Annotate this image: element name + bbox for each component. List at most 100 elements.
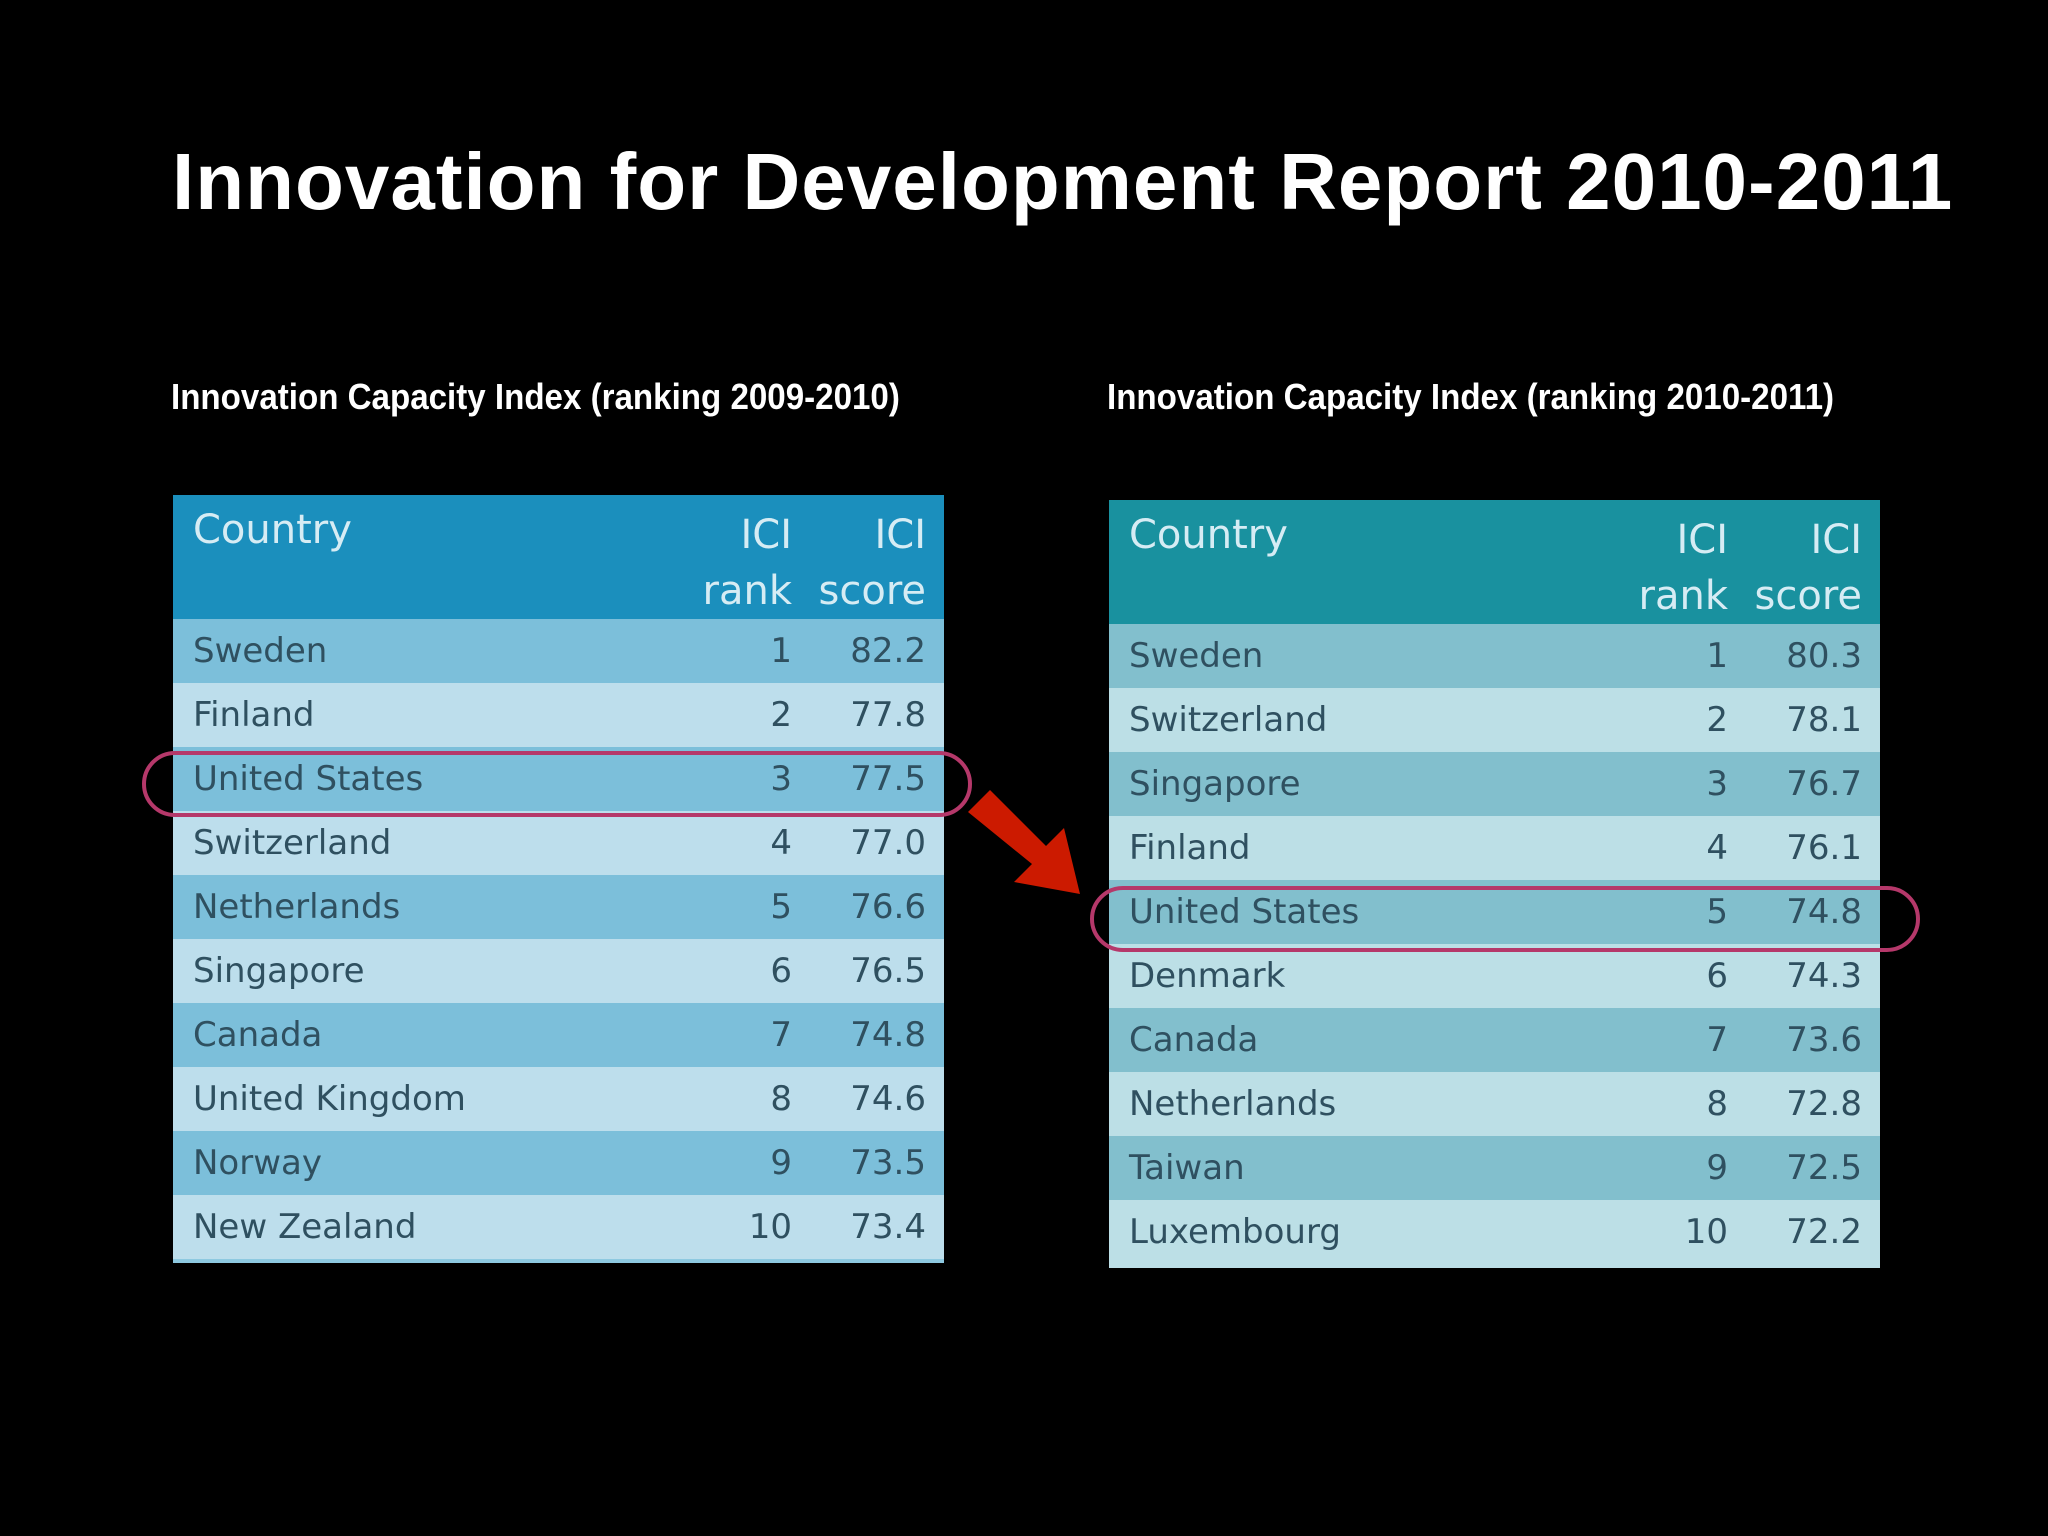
- cell-rank: 7: [770, 1015, 792, 1055]
- cell-score: 73.6: [1786, 1020, 1862, 1060]
- cell-country: United Kingdom: [193, 1079, 466, 1119]
- table-row: Sweden 1 82.2: [173, 619, 944, 683]
- cell-country: United States: [1129, 892, 1360, 932]
- cell-score: 72.5: [1786, 1148, 1862, 1188]
- cell-rank: 10: [1684, 1212, 1728, 1252]
- header-country: Country: [1129, 512, 1288, 558]
- cell-rank: 7: [1706, 1020, 1728, 1060]
- cell-rank: 3: [770, 759, 792, 799]
- cell-rank: 2: [770, 695, 792, 735]
- cell-score: 76.1: [1786, 828, 1862, 868]
- left-table-caption: Innovation Capacity Index (ranking 2009-…: [171, 376, 900, 417]
- table-body: Sweden 1 80.3 Switzerland 2 78.1 Singapore 3 7…: [1109, 624, 1880, 1268]
- table-row: Taiwan 9 72.5: [1109, 1136, 1880, 1200]
- cell-country: Switzerland: [1129, 700, 1328, 740]
- table-row: Netherlands 8 72.8: [1109, 1072, 1880, 1136]
- table-row: Singapore 6 76.5: [173, 939, 944, 1003]
- cell-rank: 9: [1706, 1148, 1728, 1188]
- table-row: Switzerland 2 78.1: [1109, 688, 1880, 752]
- header-score-line1: ICI: [874, 512, 926, 558]
- cell-country: Denmark: [1129, 956, 1286, 996]
- header-rank: ICI rank: [703, 507, 792, 619]
- table-row: United Kingdom 8 74.6: [173, 1067, 944, 1131]
- header-rank-line2: rank: [1638, 573, 1728, 619]
- cell-country: Finland: [193, 695, 315, 735]
- table-header: Country ICI rank ICI score: [1109, 500, 1880, 624]
- cell-country: United States: [193, 759, 424, 799]
- header-rank-line1: ICI: [1676, 517, 1728, 563]
- header-rank-line1: ICI: [740, 512, 792, 558]
- cell-rank: 1: [1706, 636, 1728, 676]
- cell-country: Netherlands: [193, 887, 401, 927]
- table-row: Finland 2 77.8: [173, 683, 944, 747]
- header-score-line2: score: [1754, 573, 1862, 619]
- cell-score: 77.5: [850, 759, 926, 799]
- header-score: ICI score: [819, 507, 926, 619]
- table-row: Canada 7 74.8: [173, 1003, 944, 1067]
- cell-country: Finland: [1129, 828, 1251, 868]
- cell-score: 74.8: [850, 1015, 926, 1055]
- header-score-line2: score: [818, 568, 926, 614]
- red-diagonal-arrow-icon: [968, 790, 1080, 894]
- cell-rank: 2: [1706, 700, 1728, 740]
- table-header: Country ICI rank ICI score: [173, 495, 944, 619]
- cell-rank: 1: [770, 631, 792, 671]
- cell-rank: 3: [1706, 764, 1728, 804]
- header-score-line1: ICI: [1810, 517, 1862, 563]
- cell-rank: 5: [770, 887, 792, 927]
- cell-rank: 4: [770, 823, 792, 863]
- cell-rank: 10: [748, 1207, 792, 1247]
- cell-score: 72.8: [1786, 1084, 1862, 1124]
- table-row: Canada 7 73.6: [1109, 1008, 1880, 1072]
- cell-country: Canada: [193, 1015, 323, 1055]
- table-body: Sweden 1 82.2 Finland 2 77.8 United States 3 7…: [173, 619, 944, 1263]
- slide-title: Innovation for Development Report 2010-2…: [172, 137, 1954, 226]
- cell-rank: 6: [1706, 956, 1728, 996]
- cell-score: 74.8: [1786, 892, 1862, 932]
- cell-country: Sweden: [1129, 636, 1264, 676]
- cell-score: 74.3: [1786, 956, 1862, 996]
- cell-country: Netherlands: [1129, 1084, 1337, 1124]
- cell-score: 76.6: [850, 887, 926, 927]
- table-row: United States 5 74.8: [1109, 880, 1880, 944]
- cell-score: 73.5: [850, 1143, 926, 1183]
- cell-country: Taiwan: [1129, 1148, 1245, 1188]
- cell-score: 76.5: [850, 951, 926, 991]
- arrow-shape: [968, 790, 1080, 894]
- cell-country: Switzerland: [193, 823, 392, 863]
- table-row: Switzerland 4 77.0: [173, 811, 944, 875]
- cell-rank: 9: [770, 1143, 792, 1183]
- cell-country: Norway: [193, 1143, 322, 1183]
- table-row: United States 3 77.5: [173, 747, 944, 811]
- ranking-table-2009-2010: Country ICI rank ICI score Sweden 1 82.2 F…: [173, 495, 944, 1263]
- table-row: Norway 9 73.5: [173, 1131, 944, 1195]
- header-country: Country: [193, 507, 352, 553]
- cell-score: 78.1: [1786, 700, 1862, 740]
- table-row: Luxembourg 10 72.2: [1109, 1200, 1880, 1264]
- cell-country: Canada: [1129, 1020, 1259, 1060]
- header-score: ICI score: [1755, 512, 1862, 624]
- table-row: Singapore 3 76.7: [1109, 752, 1880, 816]
- cell-rank: 6: [770, 951, 792, 991]
- right-table-caption: Innovation Capacity Index (ranking 2010-…: [1107, 376, 1835, 417]
- ranking-table-2010-2011: Country ICI rank ICI score Sweden 1 80.3 S…: [1109, 500, 1880, 1268]
- cell-country: Sweden: [193, 631, 328, 671]
- cell-rank: 5: [1706, 892, 1728, 932]
- header-rank-line2: rank: [702, 568, 792, 614]
- table-row: Netherlands 5 76.6: [173, 875, 944, 939]
- cell-country: Singapore: [1129, 764, 1301, 804]
- cell-score: 74.6: [850, 1079, 926, 1119]
- cell-score: 77.0: [850, 823, 926, 863]
- cell-rank: 4: [1706, 828, 1728, 868]
- table-row: Finland 4 76.1: [1109, 816, 1880, 880]
- cell-score: 82.2: [850, 631, 926, 671]
- cell-score: 72.2: [1786, 1212, 1862, 1252]
- cell-score: 73.4: [850, 1207, 926, 1247]
- cell-score: 77.8: [850, 695, 926, 735]
- cell-country: Singapore: [193, 951, 365, 991]
- table-row: Sweden 1 80.3: [1109, 624, 1880, 688]
- header-rank: ICI rank: [1639, 512, 1728, 624]
- cell-country: Luxembourg: [1129, 1212, 1341, 1252]
- cell-score: 80.3: [1786, 636, 1862, 676]
- cell-rank: 8: [1706, 1084, 1728, 1124]
